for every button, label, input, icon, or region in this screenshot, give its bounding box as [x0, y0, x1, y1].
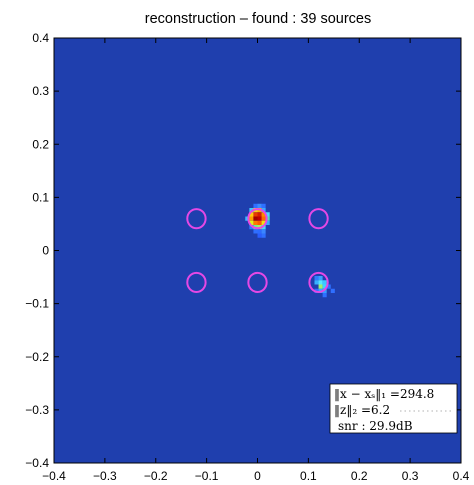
x-tick-labels: −0.4 −0.3 −0.2 −0.1 0 0.1 0.2 0.3 0.4 — [42, 469, 470, 483]
heatmap-cell — [330, 288, 335, 293]
heatmap-cell — [249, 212, 254, 217]
heatmap-cell — [257, 203, 262, 208]
heatmap-cell — [245, 216, 250, 221]
heatmap-cell — [265, 212, 270, 217]
y-tick-label: −0.3 — [25, 403, 49, 417]
heatmap-cell — [314, 280, 319, 285]
y-tick-label: 0.4 — [32, 31, 49, 45]
x-tick-label: −0.4 — [42, 469, 66, 483]
x-tick-label: −0.1 — [195, 469, 219, 483]
heatmap-cell — [261, 212, 266, 217]
annotation-snr: snr : 29.9dB — [338, 419, 413, 433]
heatmap-cell — [261, 233, 266, 238]
heatmap-cell — [257, 212, 262, 217]
annotation-l2-norm: ‖z‖₂ =6.2 — [334, 403, 390, 417]
heatmap-cell — [322, 280, 327, 285]
x-tick-label: 0 — [254, 469, 261, 483]
y-tick-label: −0.1 — [25, 297, 49, 311]
true-source-circle — [308, 271, 329, 293]
heatmap-cell — [253, 203, 258, 208]
heatmap-cell — [257, 216, 262, 221]
y-tick-label: 0.2 — [32, 137, 49, 151]
heatmap-cell — [265, 220, 270, 225]
heatmap-cell — [253, 212, 258, 217]
y-tick-label: −0.4 — [25, 456, 49, 470]
heatmap-cell — [261, 203, 266, 208]
x-tick-label: 0.1 — [300, 469, 317, 483]
y-tick-label: −0.2 — [25, 350, 49, 364]
annotation-background — [329, 383, 458, 434]
heatmap-cell — [322, 288, 327, 293]
heatmap-cell — [318, 280, 323, 285]
x-tick-label: −0.3 — [93, 469, 117, 483]
heatmap-cell — [318, 284, 323, 289]
true-source-circle — [247, 208, 268, 230]
heatmap-cell — [261, 229, 266, 234]
annotation-l1-norm: ‖x − xₛ‖₁ =294.8 — [334, 387, 434, 401]
true-source-circle — [308, 208, 329, 230]
heatmap-cell — [253, 216, 258, 221]
true-source-markers — [186, 208, 329, 293]
heatmap-cell — [326, 284, 331, 289]
heatmap-cell — [257, 233, 262, 238]
heatmap-cell — [249, 216, 254, 221]
true-source-circle — [186, 208, 207, 230]
y-tick-label: 0.1 — [32, 190, 49, 204]
heatmap-cell — [314, 276, 319, 281]
heatmap-cell — [261, 216, 266, 221]
true-source-circle — [186, 271, 207, 293]
y-tick-labels: 0.4 0.3 0.2 0.1 0 −0.1 −0.2 −0.3 −0.4 — [25, 31, 49, 470]
heatmap-cell — [261, 220, 266, 225]
x-tick-label: 0.3 — [402, 469, 419, 483]
heatmap-cell — [322, 293, 327, 298]
heatmap-cell — [249, 225, 254, 230]
x-tick-label: 0.2 — [351, 469, 368, 483]
y-tick-label: 0 — [42, 244, 49, 258]
heatmap-cell — [322, 284, 327, 289]
heatmap-cell — [261, 225, 266, 230]
heatmap-cell — [265, 216, 270, 221]
heatmap-cell — [257, 220, 262, 225]
heatmap-cell — [257, 229, 262, 234]
heatmap-cell — [318, 276, 323, 281]
heatmap-cell — [261, 208, 266, 213]
heatmap-cell — [253, 220, 258, 225]
annotation-box: ‖x − xₛ‖₁ =294.8 ‖z‖₂ =6.2 snr : 29.9dB — [329, 383, 458, 434]
axis-ticks — [53, 37, 462, 464]
x-tick-label: 0.4 — [453, 469, 470, 483]
chart-title: reconstruction – found : 39 sources — [145, 11, 372, 27]
heatmap-cell — [249, 220, 254, 225]
true-source-circle — [247, 271, 268, 293]
heatmap-cell — [253, 229, 258, 234]
heatmap-cell — [249, 208, 254, 213]
x-tick-label: −0.2 — [144, 469, 168, 483]
y-tick-label: 0.3 — [32, 84, 49, 98]
